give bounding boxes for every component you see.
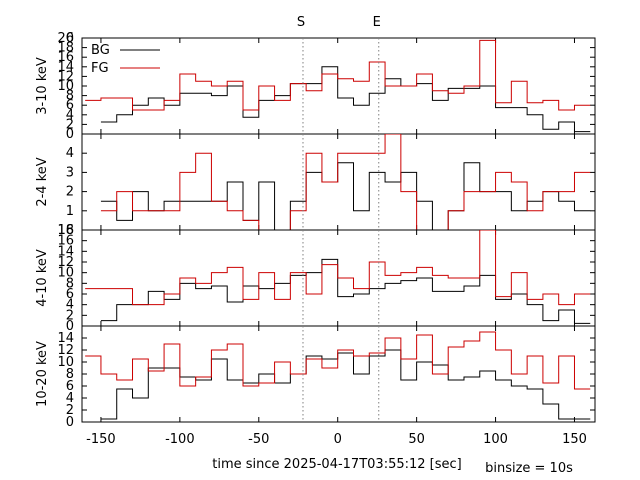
series-fg: [85, 230, 591, 306]
x-tick-label: -50: [248, 432, 269, 447]
y-tick-label: 16: [57, 234, 74, 249]
series-fg: [100, 134, 591, 230]
legend-label: BG: [91, 43, 110, 58]
panel-frame: [81, 37, 596, 135]
x-tick-label: 0: [334, 432, 342, 447]
y-tick-label: 2: [66, 308, 74, 323]
y-tick-label: 20: [57, 31, 74, 46]
y-tick-label: 10: [57, 355, 74, 370]
panel-2: 1 2 3 4 2-4 keV: [35, 133, 596, 231]
y-tick-label: 2: [66, 117, 74, 132]
y-axis-label: 2-4 keV: [35, 157, 50, 206]
series-bg: [100, 258, 591, 324]
y-tick-label: 18: [57, 41, 74, 56]
y-tick-label: 4: [66, 146, 74, 161]
y-tick-label: 12: [57, 69, 74, 84]
y-tick-label: 6: [66, 379, 74, 394]
y-tick-label: 4: [66, 108, 74, 123]
y-tick-label: 14: [57, 331, 74, 346]
x-tick-label: -150: [86, 432, 116, 447]
y-tick-label: 4: [66, 391, 74, 406]
y-tick-label: 8: [66, 367, 74, 382]
y-axis-label: 10-20 keV: [35, 341, 50, 407]
x-tick-label: -100: [165, 432, 195, 447]
y-tick-label: 6: [66, 98, 74, 113]
x-tick-label: 50: [408, 432, 425, 447]
y-tick-label: 12: [57, 343, 74, 358]
y-tick-label: 10: [57, 266, 74, 281]
binsize-label: binsize = 10s: [485, 461, 573, 476]
y-tick-label: 16: [57, 223, 74, 238]
y-tick-label: 3: [66, 165, 74, 180]
y-tick-label: 4: [66, 298, 74, 313]
y-tick-label: 12: [57, 255, 74, 270]
legend: BG FG: [91, 43, 160, 76]
series-bg: [100, 349, 591, 420]
x-axis: -150 -100 -50 0 50 100 150: [86, 432, 587, 447]
y-tick-label: 6: [66, 31, 74, 46]
y-tick-label: 1: [66, 204, 74, 219]
y-tick-label: 8: [66, 89, 74, 104]
series-fg: [85, 331, 591, 390]
series-fg: [85, 39, 591, 111]
y-tick-label: 0: [66, 319, 74, 334]
y-tick-label: 2: [66, 185, 74, 200]
y-tick-label: 8: [66, 276, 74, 291]
y-tick-label: 18: [57, 223, 74, 238]
y-tick-label: 0: [66, 415, 74, 430]
y-axis-label: 3-10 keV: [35, 57, 50, 115]
y-tick-label: 0: [66, 127, 74, 142]
legend-label: FG: [91, 61, 109, 76]
y-tick-label: 6: [66, 287, 74, 302]
y-tick-label: 14: [57, 244, 74, 259]
y-tick-label: 2: [66, 403, 74, 418]
y-tick-label: 14: [57, 60, 74, 75]
x-tick-label: 100: [483, 432, 508, 447]
y-tick-label: 16: [57, 50, 74, 65]
series-bg: [100, 66, 591, 133]
x-axis-label: time since 2025-04-17T03:55:12 [sec]: [212, 457, 461, 472]
y-axis-label: 4-10 keV: [35, 249, 50, 307]
series-bg: [100, 162, 591, 230]
x-tick-label: 150: [562, 432, 587, 447]
marker-label: E: [373, 15, 381, 30]
marker-label: S: [297, 15, 305, 30]
y-tick-label: 10: [57, 79, 74, 94]
